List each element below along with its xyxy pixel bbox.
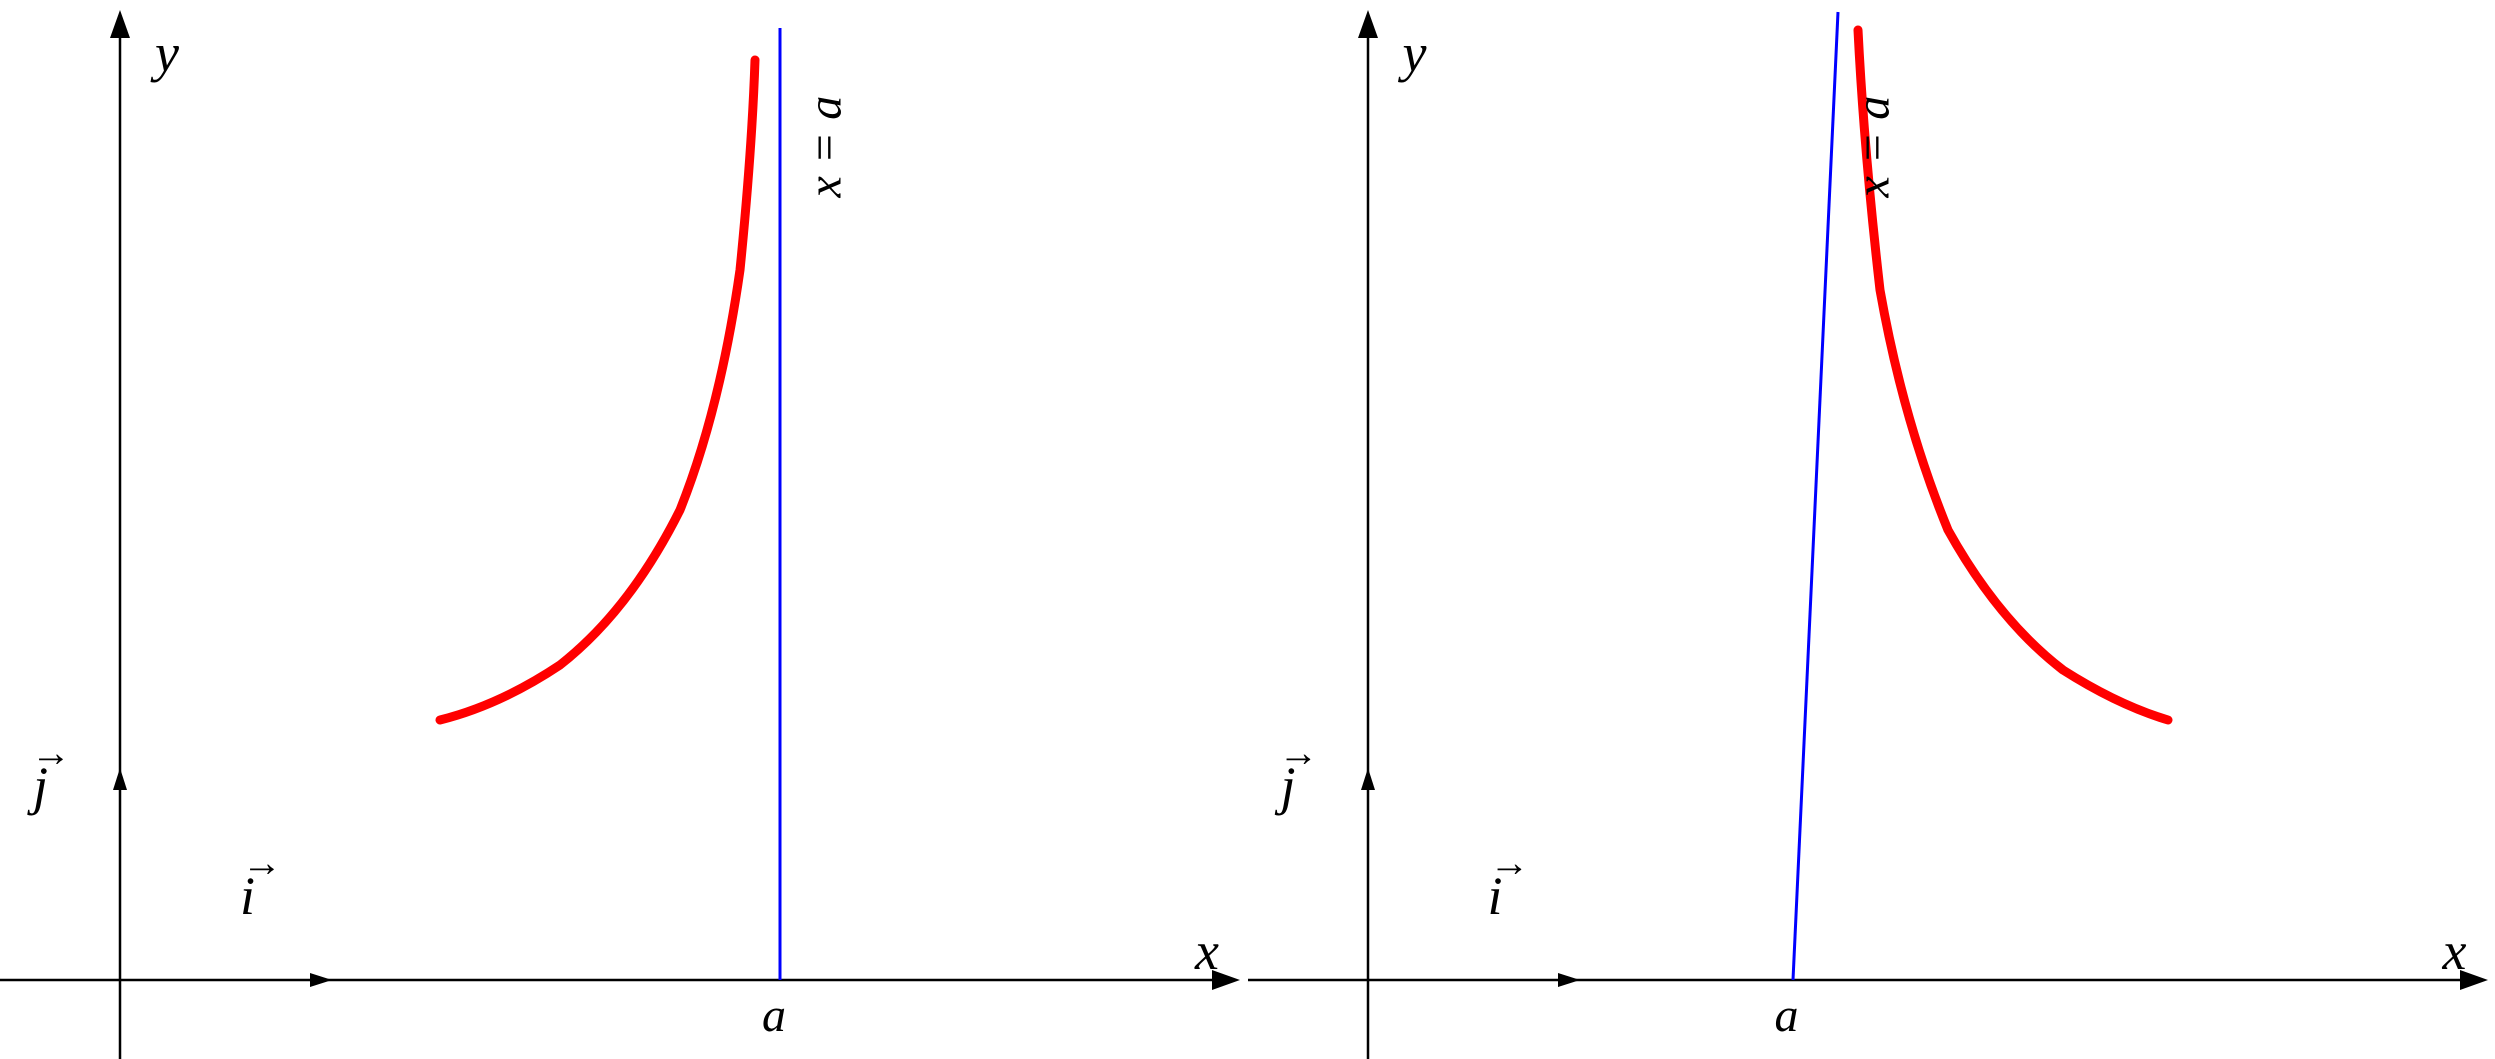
right-asymptote-label: x = a — [1845, 96, 1900, 198]
left-curve — [440, 60, 755, 720]
left-svg — [0, 0, 1248, 1059]
left-j-vector: → j — [33, 755, 48, 817]
left-x-label: x — [1195, 920, 1219, 982]
left-y-label: y — [155, 22, 179, 84]
right-j-vector: → j — [1281, 755, 1296, 817]
right-x-label: x — [2443, 920, 2467, 982]
left-i-vector: → i — [240, 865, 255, 927]
right-i-vector: → i — [1488, 865, 1503, 927]
right-i-tick-arrowhead — [1558, 973, 1580, 987]
left-j-tick-arrowhead — [113, 768, 127, 790]
left-i-tick-arrowhead — [310, 973, 332, 987]
right-curve — [1858, 30, 2168, 720]
left-y-axis-arrowhead — [110, 10, 130, 38]
left-asymptote-label: x = a — [798, 96, 853, 198]
right-asymptote — [1793, 12, 1838, 980]
left-a-tick: a — [762, 988, 786, 1043]
right-panel: x y → i → j a x = a — [1248, 0, 2495, 1059]
right-y-axis-arrowhead — [1358, 10, 1378, 38]
left-panel: x y → i → j a x = a — [0, 0, 1248, 1059]
diagram-container: x y → i → j a x = a — [0, 0, 2495, 1059]
right-y-label: y — [1403, 22, 1427, 84]
right-a-tick: a — [1775, 988, 1799, 1043]
right-j-tick-arrowhead — [1361, 768, 1375, 790]
